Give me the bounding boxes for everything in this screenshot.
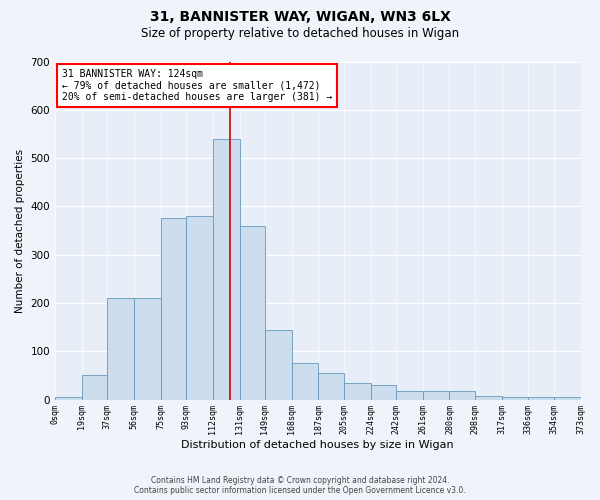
Bar: [529, 397, 554, 400]
Y-axis label: Number of detached properties: Number of detached properties: [15, 148, 25, 312]
Text: 31 BANNISTER WAY: 124sqm
← 79% of detached houses are smaller (1,472)
20% of sem: 31 BANNISTER WAY: 124sqm ← 79% of detach…: [62, 68, 332, 102]
Bar: [344, 382, 371, 400]
Bar: [475, 396, 502, 400]
X-axis label: Distribution of detached houses by size in Wigan: Distribution of detached houses by size …: [181, 440, 454, 450]
Bar: [396, 391, 423, 400]
Text: Size of property relative to detached houses in Wigan: Size of property relative to detached ho…: [141, 28, 459, 40]
Bar: [82, 376, 107, 400]
Bar: [55, 397, 82, 400]
Bar: [554, 397, 581, 400]
Bar: [292, 364, 319, 400]
Bar: [213, 139, 239, 400]
Bar: [502, 397, 529, 400]
Bar: [423, 391, 449, 400]
Bar: [161, 218, 186, 400]
Bar: [319, 373, 344, 400]
Bar: [371, 385, 396, 400]
Bar: [107, 298, 134, 400]
Text: Contains HM Land Registry data © Crown copyright and database right 2024.
Contai: Contains HM Land Registry data © Crown c…: [134, 476, 466, 495]
Bar: [134, 298, 161, 400]
Bar: [186, 216, 213, 400]
Bar: [265, 330, 292, 400]
Bar: [449, 391, 475, 400]
Text: 31, BANNISTER WAY, WIGAN, WN3 6LX: 31, BANNISTER WAY, WIGAN, WN3 6LX: [149, 10, 451, 24]
Bar: [239, 226, 265, 400]
